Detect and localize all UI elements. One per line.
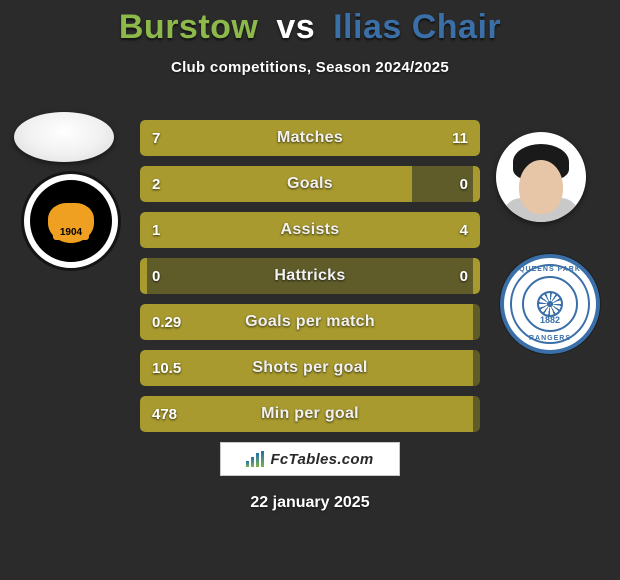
player2-club-crest: QUEENS PARK 1882 RANGERS [500,254,600,354]
subtitle: Club competitions, Season 2024/2025 [0,59,620,76]
player1-name: Burstow [119,8,259,46]
stat-label: Matches [140,120,480,156]
club-right-name-top: QUEENS PARK [504,266,596,273]
stat-label: Min per goal [140,396,480,432]
stat-row: 20Goals [140,166,480,202]
branding-badge: FcTables.com [220,442,400,476]
player2-photo [496,132,586,222]
stat-row: 711Matches [140,120,480,156]
branding-text: FcTables.com [270,451,373,468]
stat-row: 10.5Shots per goal [140,350,480,386]
bars-icon [246,451,264,467]
stat-row: 00Hattricks [140,258,480,294]
stat-row: 478Min per goal [140,396,480,432]
stat-label: Assists [140,212,480,248]
vs-text: vs [276,8,315,46]
stat-label: Hattricks [140,258,480,294]
player1-photo [14,112,114,162]
player1-club-crest: 1904 [24,174,118,268]
club-right-year: 1882 [504,315,596,325]
photo-face [519,160,563,214]
comparison-chart: 711Matches 20Goals 14Assists 00Hattricks 0.2… [140,120,480,442]
stat-label: Shots per goal [140,350,480,386]
stat-label: Goals [140,166,480,202]
stat-row: 0.29Goals per match [140,304,480,340]
club-right-name-bottom: RANGERS [504,335,596,342]
stat-row: 14Assists [140,212,480,248]
footer-date: 22 january 2025 [0,494,620,512]
player2-name: Ilias Chair [333,8,501,46]
football-icon [537,291,563,317]
club-left-year: 1904 [53,226,89,240]
stat-label: Goals per match [140,304,480,340]
comparison-title: Burstow vs Ilias Chair [0,0,620,47]
